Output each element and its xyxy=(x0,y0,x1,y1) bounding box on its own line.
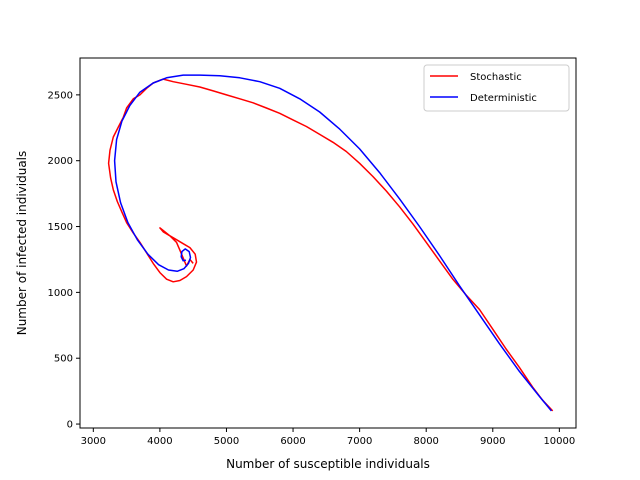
legend-stochastic-label: Stochastic xyxy=(470,72,522,83)
series-line-deterministic xyxy=(113,74,552,412)
legend-deterministic-label: Deterministic xyxy=(470,93,537,104)
y-axis-label: Number of infected individuals xyxy=(15,151,29,336)
series-line-stochastic xyxy=(107,78,554,412)
y-tick-label: 500 xyxy=(54,354,73,365)
legend-box xyxy=(423,64,570,112)
x-tick-label: 4000 xyxy=(147,436,172,447)
y-tick-label: 2000 xyxy=(48,156,73,167)
x-tick-label: 6000 xyxy=(280,436,305,447)
x-tick-label: 9000 xyxy=(480,436,505,447)
y-axis-ticks: 0 500 1000 1500 2000 2500 xyxy=(48,90,80,431)
y-tick-label: 1000 xyxy=(48,288,73,299)
x-tick-label: 7000 xyxy=(347,436,372,447)
x-axis-ticks: 3000 4000 5000 6000 7000 8000 9000 10000 xyxy=(81,428,575,447)
y-tick-label: 0 xyxy=(67,420,73,431)
series-layer xyxy=(107,74,554,412)
plot-area xyxy=(80,58,576,428)
plot-frame xyxy=(79,57,577,429)
x-tick-label: 10000 xyxy=(543,436,575,447)
x-axis-label: Number of susceptible individuals xyxy=(226,457,430,471)
y-tick-label: 1500 xyxy=(48,222,73,233)
legend: Stochastic Deterministic xyxy=(423,64,570,112)
x-tick-label: 3000 xyxy=(81,436,106,447)
x-tick-label: 8000 xyxy=(413,436,438,447)
x-tick-label: 5000 xyxy=(214,436,239,447)
y-tick-label: 2500 xyxy=(48,90,73,101)
